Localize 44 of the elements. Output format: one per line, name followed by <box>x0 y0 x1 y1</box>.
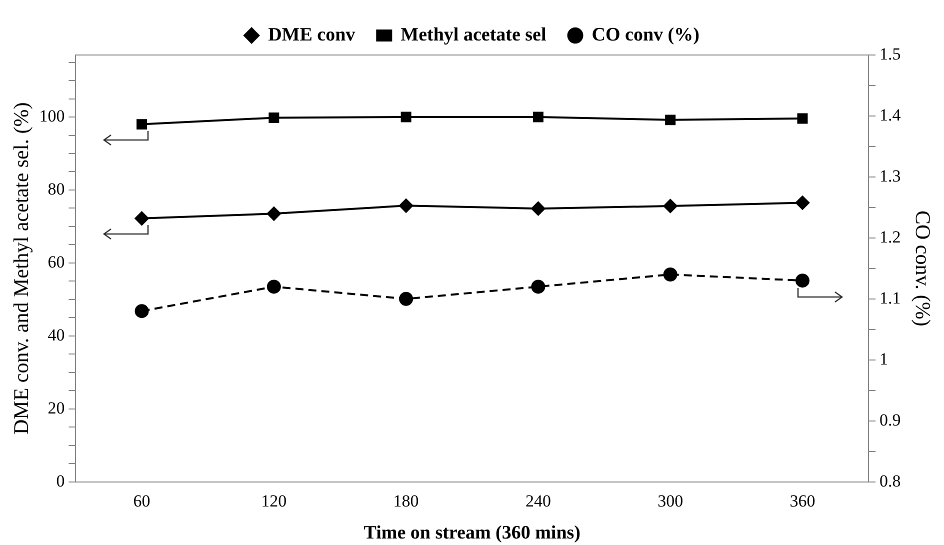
y2-tick-label: 1.3 <box>880 166 901 186</box>
point <box>531 280 546 294</box>
x-tick-label: 120 <box>261 491 287 510</box>
point <box>532 112 544 122</box>
y2-tick-label: 1 <box>880 349 888 368</box>
point <box>797 113 808 124</box>
point <box>136 119 148 130</box>
x-tick-label: 240 <box>525 491 551 510</box>
y2-axis-title: CO conv. (%) <box>910 210 935 326</box>
y2-tick-label: 0.9 <box>880 410 901 430</box>
point <box>795 274 810 288</box>
y2-tick-label: 1.2 <box>880 227 901 246</box>
point <box>795 196 810 210</box>
y2-tick-label: 1.4 <box>880 105 902 124</box>
legend-label: CO conv (%) <box>592 24 700 46</box>
y2-tick-label: 1.5 <box>880 44 901 64</box>
y-tick-label: 0 <box>56 471 65 490</box>
y-tick-label: 80 <box>48 179 65 198</box>
y-tick-label: 100 <box>39 106 65 126</box>
x-tick-label: 360 <box>790 491 816 510</box>
point <box>266 280 281 294</box>
point <box>399 292 414 306</box>
y-tick-label: 40 <box>48 325 65 344</box>
y2-tick-label: 0.8 <box>880 471 901 490</box>
point <box>665 114 676 126</box>
x-tick-label: 300 <box>658 491 684 510</box>
point <box>134 211 149 226</box>
point <box>531 202 546 216</box>
legend-label: Methyl acetate sel <box>400 24 546 46</box>
point <box>266 206 281 221</box>
y-tick-label: 60 <box>48 252 65 272</box>
y-axis-title: DME conv. and Methyl acetate sel. (%) <box>9 102 34 434</box>
point <box>268 112 280 123</box>
x-tick-label: 60 <box>133 491 150 510</box>
y-tick-label: 20 <box>48 398 65 418</box>
legend-label: DME conv <box>268 24 356 46</box>
point <box>400 112 412 122</box>
x-axis-title: Time on stream (360 mins) <box>364 522 580 544</box>
x-tick-label: 180 <box>393 491 419 510</box>
y2-tick-label: 1.1 <box>880 288 901 308</box>
point <box>134 304 149 318</box>
point <box>663 199 678 214</box>
point <box>399 198 414 213</box>
point <box>663 267 678 282</box>
